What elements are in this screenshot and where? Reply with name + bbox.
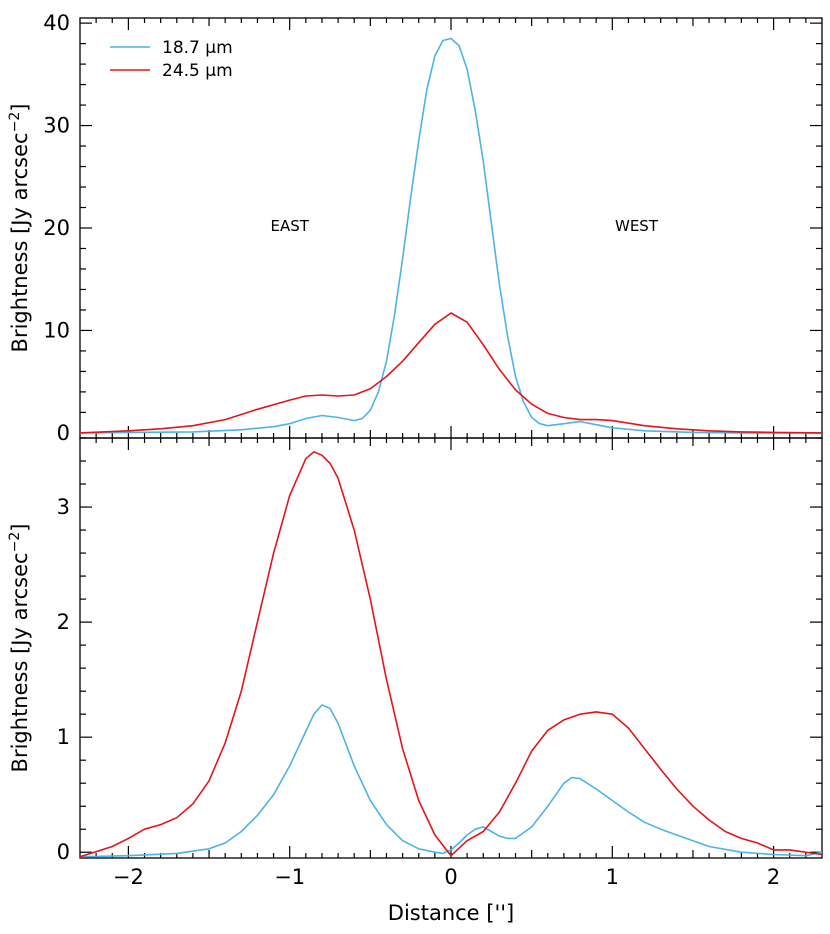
x-tick-label: 2 [767,865,780,889]
bottom-panel-series [79,450,823,858]
bottom-y-tick-label: 2 [57,610,70,634]
annotation-west: WEST [615,217,659,235]
bottom-y-tick-label: 0 [57,840,70,864]
top-y-tick-label: 0 [57,421,70,445]
x-axis-label: Distance [''] [388,901,514,925]
top-y-axis-label-text: Brightness [Jy arcsec [8,132,32,352]
x-tick-label: 0 [444,865,457,889]
bottom-y-axis-label-text: Brightness [Jy arcsec [8,552,32,772]
bottom-y-axis-label: Brightness [Jy arcsec−2] [7,524,32,773]
top-y-tick-label: 30 [43,114,70,138]
annotation-east: EAST [270,217,309,235]
legend-label-24-5: 24.5 μm [162,61,233,81]
bottom-y-tick-label: 3 [57,495,70,519]
top-series-line-24-5um [79,312,823,434]
legend: 18.7 μm 24.5 μm [110,38,233,81]
top-panel-frame [79,17,823,439]
bottom-y-axis-label-close: ] [8,524,32,532]
bottom-series-line-18-7um [79,704,823,858]
x-tick-label: −1 [274,865,305,889]
top-y-axis-label-close: ] [8,104,32,112]
bottom-y-axis-label-exponent: −2 [7,532,23,553]
bottom-series-line-24-5um [79,450,823,858]
legend-label-18-7: 18.7 μm [162,38,233,58]
top-series-line-18-7um [79,37,822,434]
top-y-axis-label-exponent: −2 [7,112,23,133]
bottom-panel-frame [79,437,823,859]
top-y-tick-label: 10 [43,318,70,342]
top-panel-ticks: 0 10 20 30 40 [43,11,822,445]
top-panel-series [79,37,823,434]
top-y-tick-label: 20 [43,216,70,240]
top-y-tick-label: 40 [43,11,70,35]
x-tick-label: −2 [113,865,144,889]
x-tick-label: 1 [606,865,619,889]
top-y-axis-label: Brightness [Jy arcsec−2] [7,104,32,353]
bottom-y-tick-label: 1 [57,725,70,749]
bottom-panel-ticks: 0 1 2 3 −2 −1 0 1 2 [57,437,822,889]
